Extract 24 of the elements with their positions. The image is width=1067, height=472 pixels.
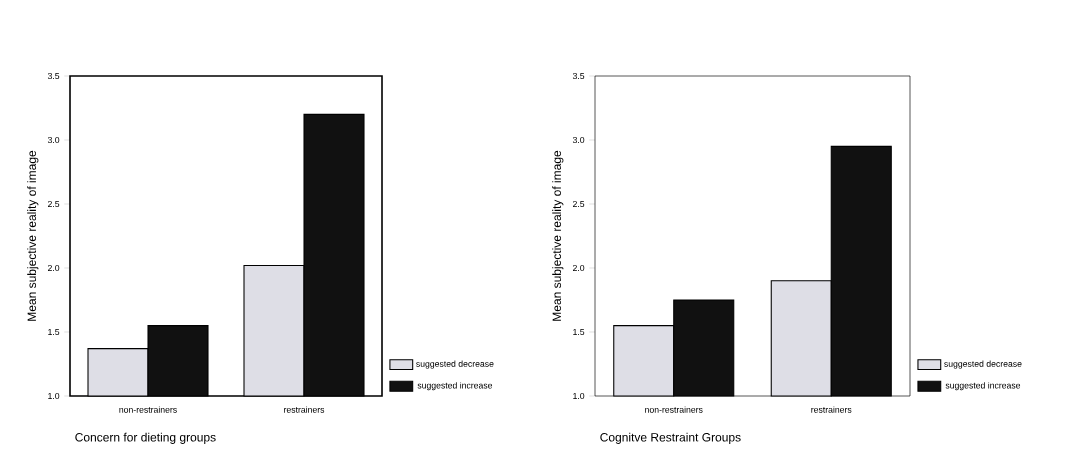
x-axis-title: Concern for dieting groups [75,432,216,444]
y-tick-label: 3.0 [572,136,585,144]
y-axis-title: Mean subjective reality of image [552,150,564,321]
y-tick-label: 3.5 [572,72,585,80]
x-tick-label: restrainers [284,406,325,413]
y-tick-label: 1.0 [48,392,60,400]
y-tick-label: 2.0 [47,264,60,272]
legend-label: suggested increase [417,382,493,391]
y-axis-title: Mean subjective reality of image [27,150,39,321]
y-tick-label: 1.5 [48,328,60,336]
y-tick-label: 1.5 [573,328,585,336]
legend-label: suggested increase [945,382,1021,391]
legend-label: suggested decrease [416,360,494,369]
y-tick-label: 2.5 [47,200,60,208]
x-axis-title: Cognitve Restraint Groups [600,432,741,444]
x-tick-label: restrainers [811,406,852,413]
y-tick-label: 1.0 [573,392,585,400]
y-tick-label: 2.0 [573,264,585,272]
y-tick-label: 3.5 [47,72,60,80]
x-tick-label: non-restrainers [119,406,177,413]
y-tick-label: 3.0 [47,136,60,144]
x-tick-label: non-restrainers [645,406,703,413]
y-tick-label: 2.5 [573,200,585,208]
legend-label: suggested decrease [944,360,1022,369]
